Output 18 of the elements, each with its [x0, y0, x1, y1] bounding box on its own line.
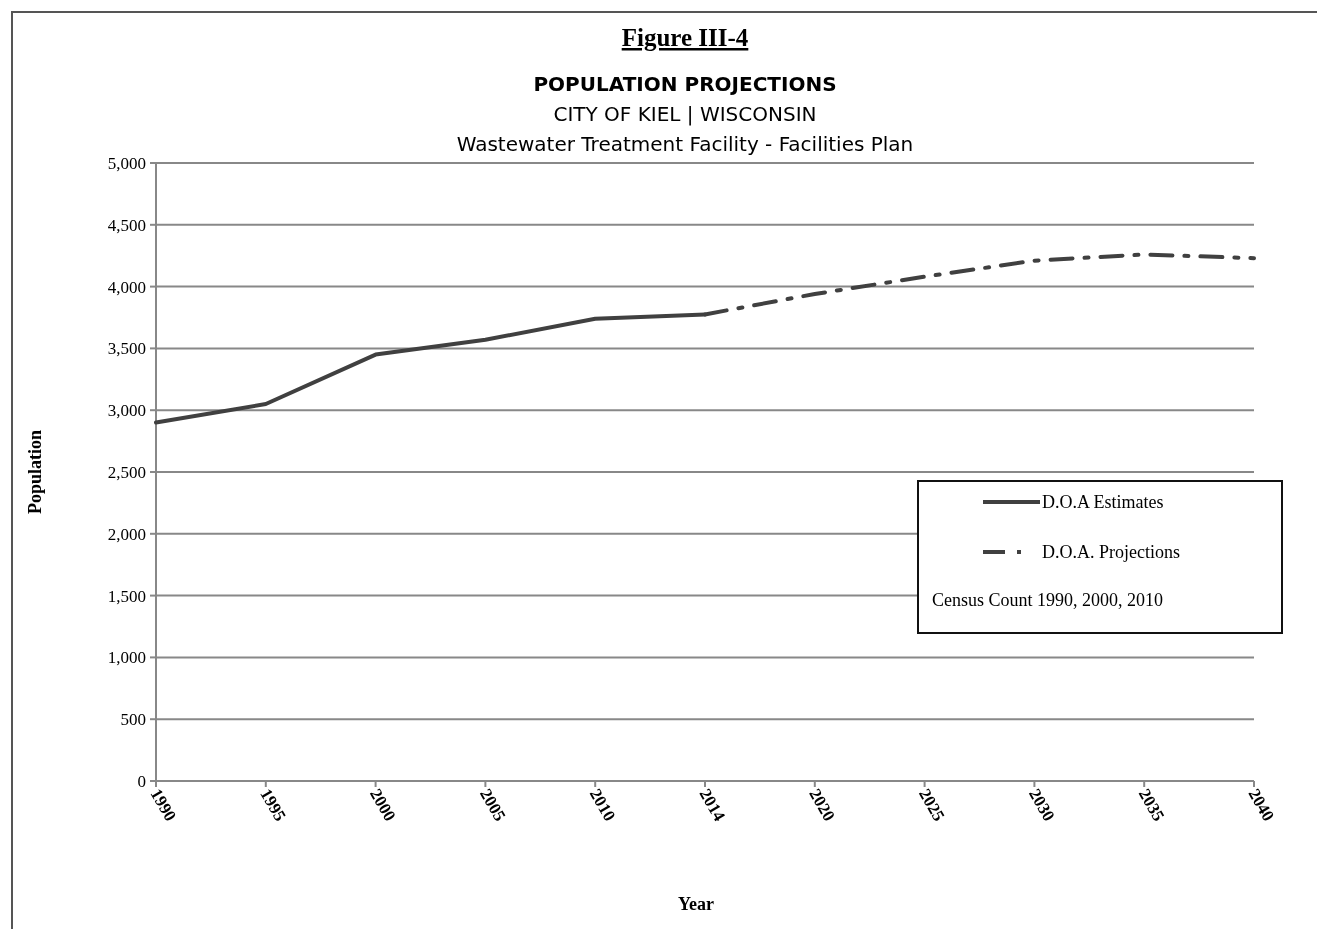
legend-label: D.O.A Estimates	[1042, 492, 1164, 513]
y-tick-label: 2,000	[107, 524, 146, 544]
chart-title: Figure III-4	[621, 24, 749, 51]
y-tick-label: 2,500	[107, 462, 146, 482]
y-tick-label: 3,000	[107, 401, 146, 421]
y-tick-label: 500	[120, 710, 146, 730]
x-axis-title: Year	[678, 894, 714, 914]
y-tick-label: 5,000	[107, 153, 146, 173]
annotation: Census Count 1990, 2000, 2010	[932, 590, 1164, 611]
y-tick-label: 1,500	[107, 586, 146, 606]
y-tick-label: 3,500	[107, 339, 146, 359]
chart-subtitle: POPULATION PROJECTIONS CITY OF KIEL | WISCONSIN Wastewater Treatment Facility - Facilities Plan	[456, 72, 914, 156]
y-tick-label: 4,000	[107, 277, 146, 297]
y-tick-label: 0	[137, 771, 146, 791]
y-tick-label: 4,500	[107, 215, 146, 235]
y-tick-label: 1,000	[107, 648, 146, 668]
legend-label: D.O.A. Projections	[1042, 542, 1180, 563]
y-axis-title: Population	[25, 429, 45, 515]
